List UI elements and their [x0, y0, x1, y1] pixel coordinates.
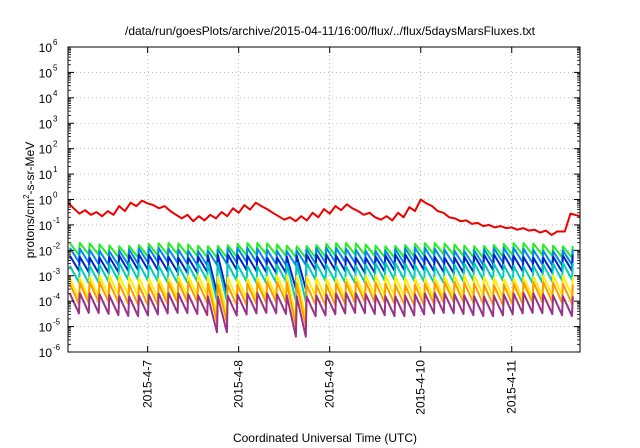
y-tick-label: 104: [39, 89, 58, 106]
y-tick-label-base: 10: [39, 219, 53, 233]
y-axis-label-base: protons/cm: [23, 199, 37, 258]
y-tick-label: 101: [39, 165, 58, 182]
y-tick-label-base: 10: [39, 92, 53, 106]
x-tick-label: 2015-4-11: [505, 360, 519, 414]
y-tick-label-exp: 4: [53, 89, 58, 98]
y-tick-label-base: 10: [39, 168, 53, 182]
y-tick-label-exp: -2: [53, 241, 61, 250]
x-tick-label: 2015-4-7: [141, 360, 155, 408]
y-tick-label: 10-4: [39, 292, 61, 309]
y-tick-label-base: 10: [39, 41, 53, 55]
x-tick-label: 2015-4-10: [414, 360, 428, 415]
y-tick-label-base: 10: [39, 244, 53, 258]
y-tick-label: 10-3: [39, 267, 61, 284]
y-tick-label: 10-2: [39, 241, 61, 258]
y-tick-label-base: 10: [39, 321, 53, 335]
y-tick-label: 10-6: [39, 343, 61, 360]
y-tick-label: 103: [39, 114, 58, 131]
x-axis-label: Coordinated Universal Time (UTC): [233, 431, 417, 445]
y-tick-label-base: 10: [39, 143, 53, 157]
y-tick-label-exp: -5: [53, 318, 61, 327]
y-tick-label-base: 10: [39, 194, 53, 208]
y-axis-label-sup: 2: [22, 194, 31, 199]
y-tick-label: 10-1: [39, 216, 61, 233]
chart-title: /data/run/goesPlots/archive/2015-04-11/1…: [125, 24, 536, 38]
series-line-1: [67, 198, 581, 236]
y-tick-label-exp: -4: [53, 292, 61, 301]
y-tick-label-base: 10: [39, 346, 53, 360]
y-tick-label: 100: [39, 191, 58, 208]
y-tick-label-exp: 0: [53, 191, 58, 200]
series-group: [67, 198, 581, 338]
y-tick-label: 105: [39, 63, 58, 80]
series-line-8: [68, 292, 574, 338]
y-tick-label-exp: 2: [53, 140, 58, 149]
y-tick-label-exp: 1: [53, 165, 58, 174]
y-tick-label-exp: -3: [53, 267, 61, 276]
y-tick-label-base: 10: [39, 295, 53, 309]
y-axis: 10-610-510-410-310-210-11001011021031041…: [39, 38, 580, 360]
y-tick-label: 102: [39, 140, 58, 157]
y-axis-label-rest: -s-sr-MeV: [23, 142, 37, 195]
y-tick-label-exp: 5: [53, 63, 58, 72]
x-tick-label: 2015-4-8: [232, 360, 246, 408]
x-tick-label: 2015-4-9: [323, 360, 337, 408]
y-tick-label-exp: 6: [53, 38, 58, 47]
y-tick-label: 106: [39, 38, 58, 55]
y-tick-label-exp: -6: [53, 343, 61, 352]
y-tick-label: 10-5: [39, 318, 61, 335]
y-tick-label-base: 10: [39, 270, 53, 284]
y-axis-label: protons/cm2-s-sr-MeV: [22, 142, 37, 258]
x-axis: 2015-4-7 2015-4-8 2015-4-9 2015-4-10 2015-4-…: [141, 47, 519, 415]
y-tick-label-exp: -1: [53, 216, 61, 225]
y-tick-label-base: 10: [39, 66, 53, 80]
y-tick-label-base: 10: [39, 117, 53, 131]
y-tick-label-exp: 3: [53, 114, 58, 123]
